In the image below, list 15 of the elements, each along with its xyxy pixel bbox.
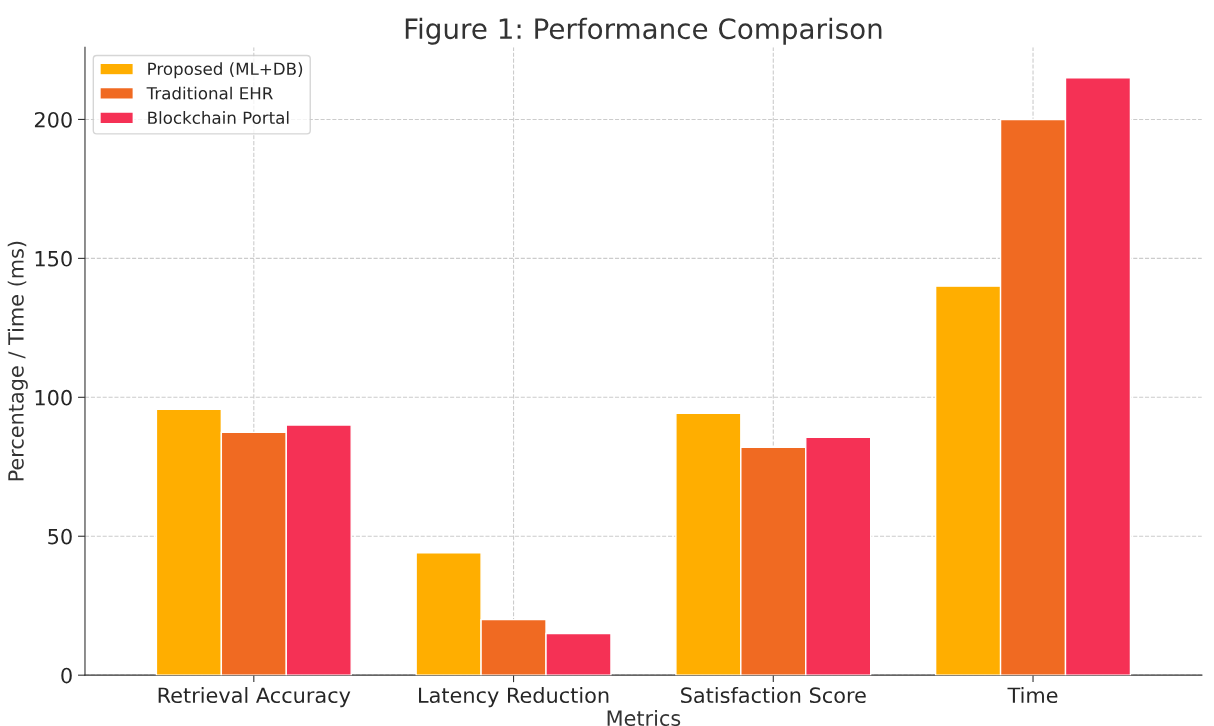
- y-tick-label: 200: [34, 111, 72, 128]
- x-axis-title: Metrics: [607, 709, 681, 726]
- x-tick-label: Time: [1007, 686, 1058, 704]
- x-tick-label: Latency Reduction: [419, 686, 609, 708]
- chart-title: Figure 1: Performance Comparison: [405, 17, 882, 45]
- y-axis-title: Percentage / Time (ms): [7, 241, 28, 481]
- y-tick-label: 50: [48, 528, 72, 545]
- y-tick-label: 150: [35, 250, 72, 267]
- x-tick-label: Satisfaction Score: [681, 686, 866, 704]
- y-tick-label: 0: [61, 667, 72, 684]
- y-tick-label: 100: [35, 389, 72, 406]
- legend-label: Blockchain Portal: [148, 111, 289, 125]
- legend-label: Traditional EHR: [146, 86, 273, 100]
- legend-label: Proposed (ML+DB): [148, 62, 303, 79]
- x-tick-label: Retrieval Accuracy: [158, 686, 351, 708]
